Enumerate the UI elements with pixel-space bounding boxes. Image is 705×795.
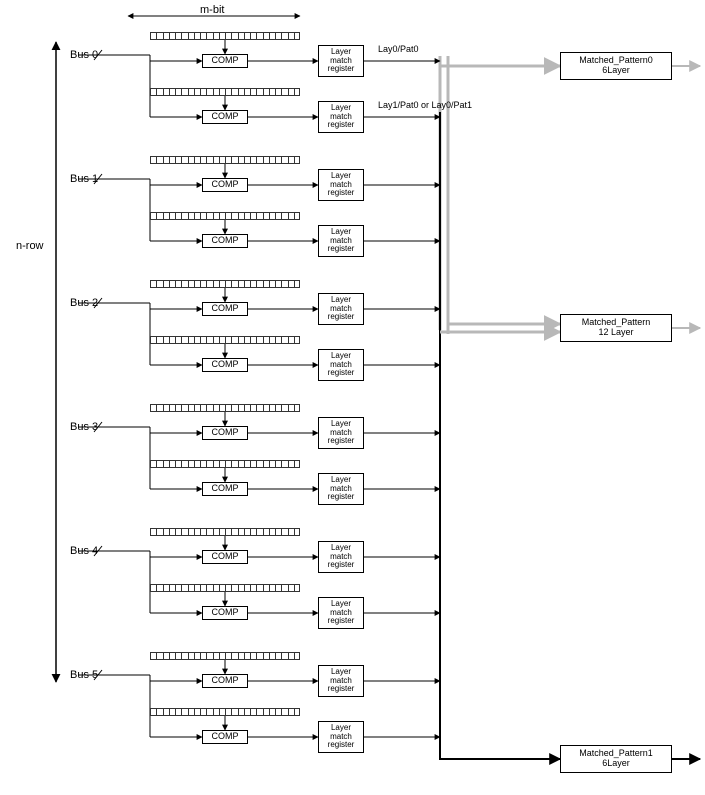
- bus-label-3: Bus 3: [70, 421, 98, 433]
- wire-label-0: Lay0/Pat0: [378, 44, 419, 54]
- comp-box: COMP: [202, 302, 248, 316]
- register-strip: [150, 280, 300, 288]
- bus-label-4: Bus 4: [70, 545, 98, 557]
- comp-box: COMP: [202, 730, 248, 744]
- register-strip: [150, 460, 300, 468]
- register-strip: [150, 336, 300, 344]
- pattern-box-1: Matched_Pattern 12 Layer: [560, 314, 672, 342]
- register-strip: [150, 212, 300, 220]
- comp-box: COMP: [202, 178, 248, 192]
- layer-match-register: Layer match register: [318, 45, 364, 77]
- layer-match-register: Layer match register: [318, 169, 364, 201]
- mbit-label: m-bit: [200, 4, 224, 16]
- layer-match-register: Layer match register: [318, 349, 364, 381]
- bus-label-0: Bus 0: [70, 49, 98, 61]
- comp-box: COMP: [202, 674, 248, 688]
- comp-box: COMP: [202, 234, 248, 248]
- register-strip: [150, 404, 300, 412]
- layer-match-register: Layer match register: [318, 417, 364, 449]
- register-strip: [150, 156, 300, 164]
- comp-box: COMP: [202, 358, 248, 372]
- pattern-box-2: Matched_Pattern1 6Layer: [560, 745, 672, 773]
- register-strip: [150, 584, 300, 592]
- comp-box: COMP: [202, 426, 248, 440]
- comp-box: COMP: [202, 482, 248, 496]
- layer-match-register: Layer match register: [318, 541, 364, 573]
- register-strip: [150, 32, 300, 40]
- bus-label-5: Bus 5: [70, 669, 98, 681]
- comp-box: COMP: [202, 110, 248, 124]
- layer-match-register: Layer match register: [318, 721, 364, 753]
- wire-label-1: Lay1/Pat0 or Lay0/Pat1: [378, 100, 472, 110]
- register-strip: [150, 88, 300, 96]
- nrow-label: n-row: [16, 240, 44, 252]
- layer-match-register: Layer match register: [318, 665, 364, 697]
- register-strip: [150, 708, 300, 716]
- bus-label-1: Bus 1: [70, 173, 98, 185]
- layer-match-register: Layer match register: [318, 225, 364, 257]
- register-strip: [150, 652, 300, 660]
- comp-box: COMP: [202, 54, 248, 68]
- layer-match-register: Layer match register: [318, 597, 364, 629]
- pattern-box-0: Matched_Pattern0 6Layer: [560, 52, 672, 80]
- comp-box: COMP: [202, 550, 248, 564]
- register-strip: [150, 528, 300, 536]
- comp-box: COMP: [202, 606, 248, 620]
- bus-label-2: Bus 2: [70, 297, 98, 309]
- layer-match-register: Layer match register: [318, 101, 364, 133]
- layer-match-register: Layer match register: [318, 293, 364, 325]
- layer-match-register: Layer match register: [318, 473, 364, 505]
